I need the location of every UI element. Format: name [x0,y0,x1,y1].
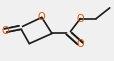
Text: O: O [2,25,9,36]
Text: O: O [38,12,45,22]
Text: O: O [76,14,83,24]
Text: O: O [76,39,83,49]
